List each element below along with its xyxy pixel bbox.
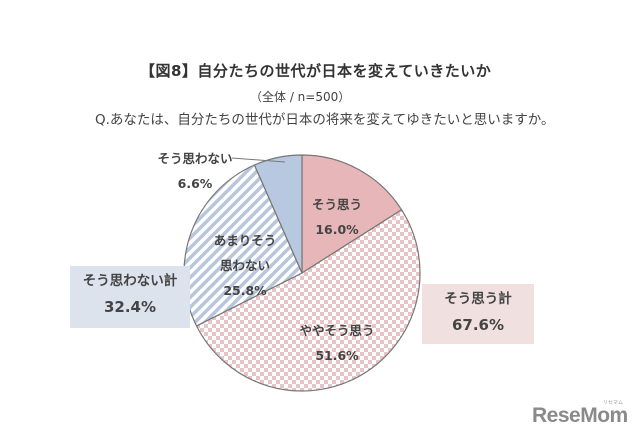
resemom-logo: ReseMom xyxy=(532,404,628,427)
resemom-logo-kana: リセマム xyxy=(603,400,624,406)
survey-question: Q.あなたは、自分たちの世代が日本の将来を変えてゆきたいと思いますか。 xyxy=(95,112,555,128)
label-amari: あまりそう 思わない 25.8% xyxy=(213,233,277,298)
label-soo-omou: そう思う 16.0% xyxy=(311,197,362,237)
label-omowanai: そう思わない 6.6% xyxy=(157,151,233,191)
total-positive-box: そう思う計 67.6% xyxy=(422,284,534,344)
leader-line xyxy=(231,157,286,163)
total-negative-box: そう思わない計 32.4% xyxy=(70,266,190,328)
slice-omowanai xyxy=(253,154,303,274)
chart-subtitle: （全体 / n=500） xyxy=(250,90,351,104)
chart-title: 【図8】自分たちの世代が日本を変えていきたいか xyxy=(140,62,492,80)
slice-soo-omou xyxy=(301,154,403,275)
slice-yaya xyxy=(195,208,421,392)
label-yaya: ややそう思う 51.6% xyxy=(299,323,375,363)
